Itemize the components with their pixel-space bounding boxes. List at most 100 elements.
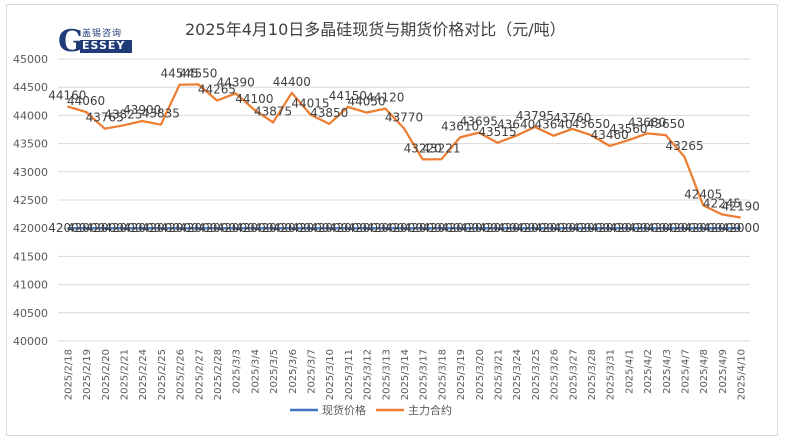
- data-label: 42000: [329, 221, 367, 235]
- data-label: 44050: [348, 95, 386, 109]
- y-tick-label: 42500: [13, 194, 48, 207]
- x-tick-label: 2025/3/14: [400, 349, 411, 400]
- legend-label: 现货价格: [322, 403, 366, 417]
- data-label: 42000: [291, 221, 329, 235]
- data-label: 42000: [310, 221, 348, 235]
- legend-label: 主力合约: [408, 403, 452, 417]
- data-label: 42000: [516, 221, 554, 235]
- x-axis-ticks: 2025/2/18 2025/2/19 2025/2/20 2025/2/21 2025…: [63, 349, 747, 400]
- x-tick-label: 2025/3/11: [344, 349, 355, 400]
- data-label: 43640: [535, 118, 573, 132]
- data-label: 43220: [404, 141, 442, 155]
- y-tick-label: 44000: [13, 109, 48, 122]
- data-label: 42000: [553, 221, 591, 235]
- data-label: 43875: [254, 104, 292, 118]
- x-tick-label: 2025/2/26: [176, 349, 187, 400]
- data-label: 42000: [104, 221, 142, 235]
- data-label: 44100: [235, 92, 273, 106]
- data-label: 44120: [366, 91, 404, 105]
- logo-bar: [80, 40, 132, 53]
- series-lines: [67, 83, 741, 230]
- data-label: 42405: [684, 187, 722, 201]
- data-label: 42000: [348, 221, 386, 235]
- chart-title: 2025年4月10日多晶硅现货与期货价格对比（元/吨）: [185, 20, 566, 39]
- data-label: 42000: [460, 221, 498, 235]
- x-tick-label: 2025/4/8: [699, 349, 710, 394]
- data-label: 42000: [273, 221, 311, 235]
- chart-frame: [6, 4, 778, 436]
- x-tick-label: 2025/3/17: [419, 349, 430, 400]
- x-tick-label: 2025/2/28: [213, 349, 224, 400]
- x-tick-label: 2025/3/28: [587, 349, 598, 400]
- data-label: 42000: [404, 221, 442, 235]
- data-label: 42000: [609, 221, 647, 235]
- data-label: 42000: [198, 221, 236, 235]
- data-label: 42000: [478, 221, 516, 235]
- data-label: 44060: [67, 94, 105, 108]
- x-tick-label: 2025/4/9: [718, 349, 729, 394]
- data-label: 43760: [553, 111, 591, 125]
- data-label: 42245: [703, 196, 741, 210]
- x-tick-label: 2025/4/1: [624, 349, 635, 394]
- y-tick-label: 44500: [13, 81, 48, 94]
- data-label: 42000: [86, 221, 124, 235]
- data-label: 43460: [591, 128, 629, 142]
- y-tick-label: 41500: [13, 250, 48, 263]
- x-tick-label: 2025/3/6: [288, 349, 299, 394]
- data-label: 43835: [142, 107, 180, 121]
- data-label: 43650: [647, 117, 685, 131]
- x-tick-label: 2025/3/31: [606, 349, 617, 400]
- y-tick-label: 41000: [13, 279, 48, 292]
- data-label: 43770: [385, 110, 423, 124]
- data-label: 42000: [535, 221, 573, 235]
- data-label: 42000: [647, 221, 685, 235]
- data-label: 43795: [516, 109, 554, 123]
- data-label: 42000: [385, 221, 423, 235]
- data-label: 43695: [460, 115, 498, 129]
- data-label: 43850: [310, 106, 348, 120]
- data-label: 42000: [591, 221, 629, 235]
- data-label: 42000: [665, 221, 703, 235]
- x-tick-label: 2025/2/21: [119, 349, 130, 400]
- data-label: 42000: [142, 221, 180, 235]
- x-tick-label: 2025/2/19: [82, 349, 93, 400]
- data-label: 42000: [254, 221, 292, 235]
- x-tick-label: 2025/4/10: [737, 349, 748, 400]
- legend: 现货价格 主力合约: [290, 403, 452, 417]
- data-label: 43265: [665, 139, 703, 153]
- data-label: 43765: [86, 111, 124, 125]
- x-tick-label: 2025/3/12: [363, 349, 374, 400]
- x-tick-label: 2025/3/24: [512, 349, 523, 400]
- data-label: 43680: [628, 115, 666, 129]
- x-tick-label: 2025/4/3: [662, 349, 673, 394]
- data-label: 43515: [478, 125, 516, 139]
- x-tick-label: 2025/3/26: [550, 349, 561, 400]
- data-label: 42000: [422, 221, 460, 235]
- data-label: 43650: [572, 117, 610, 131]
- x-tick-label: 2025/2/25: [157, 349, 168, 400]
- x-tick-label: 2025/3/20: [475, 349, 486, 400]
- data-label: 42000: [628, 221, 666, 235]
- data-label: 43221: [422, 141, 460, 155]
- x-tick-label: 2025/3/10: [325, 349, 336, 400]
- x-tick-label: 2025/4/2: [643, 349, 654, 394]
- data-label: 42000: [366, 221, 404, 235]
- data-label: 43640: [497, 118, 535, 132]
- x-tick-label: 2025/2/24: [138, 349, 149, 400]
- data-label: 44400: [273, 75, 311, 89]
- data-labels: 4200042000420004200042000420004200042000…: [48, 66, 759, 235]
- y-tick-label: 43000: [13, 166, 48, 179]
- data-label: 43900: [123, 103, 161, 117]
- data-label: 42000: [217, 221, 255, 235]
- data-label: 44390: [217, 75, 255, 89]
- x-tick-label: 2025/3/3: [232, 349, 243, 394]
- data-label: 44015: [291, 97, 329, 111]
- data-label: 42000: [572, 221, 610, 235]
- data-label: 42190: [722, 199, 760, 213]
- x-tick-label: 2025/3/5: [269, 349, 280, 394]
- data-label: 42000: [703, 221, 741, 235]
- data-label: 42000: [123, 221, 161, 235]
- y-tick-label: 40000: [13, 335, 48, 348]
- y-tick-label: 45000: [13, 53, 48, 66]
- data-label: 44160: [48, 88, 86, 102]
